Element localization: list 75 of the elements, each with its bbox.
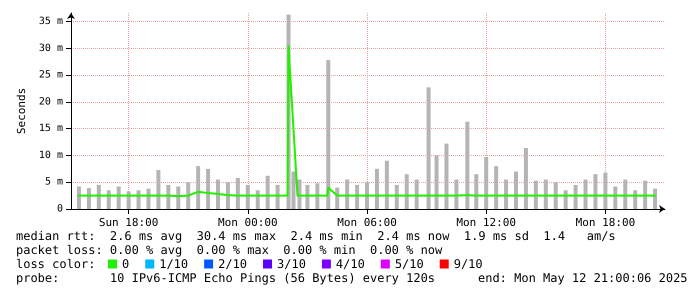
x-tick-label: Mon 06:00 [337,216,397,229]
bar [226,182,230,209]
legend-label: 9/10 [454,257,483,271]
bar [603,172,608,209]
bar [96,184,101,209]
legend-label: 0 [122,257,130,271]
bar [236,178,240,209]
bar [365,182,370,209]
bar [544,180,548,209]
line-series [78,45,656,198]
bar [534,180,538,209]
bar [206,168,210,209]
bar [426,87,431,209]
bar [454,180,458,209]
y-tick-label: 35 m [38,16,63,28]
y-tick-label: 5 m [44,176,63,188]
bar [514,172,518,209]
bar [474,174,478,209]
y-tick-label: 10 m [38,150,63,161]
bar [374,168,379,209]
bar [216,180,220,209]
x-tick-label: Mon 18:00 [576,216,636,229]
x-tick-label: Sun 18:00 [98,216,158,229]
bar [345,180,350,209]
y-tick-label: 15 m [38,123,63,134]
legend-label: 4/10 [336,257,365,271]
legend-label: 3/10 [277,257,306,271]
bar [414,180,419,209]
legend-label: 5/10 [394,257,424,271]
bar [246,184,250,209]
bar [384,160,389,209]
bar [266,176,270,209]
bar [653,188,658,209]
bar [524,148,528,209]
bar [643,180,648,209]
bar [554,182,558,209]
bar [465,122,470,209]
bar [116,186,121,209]
y-tick-label: 20 m [38,96,63,108]
bar [613,186,618,209]
bar [623,180,628,209]
bar [326,60,330,209]
legend-label: 1/10 [159,257,188,271]
bar [176,186,180,209]
bar [444,144,448,209]
bar [76,186,81,209]
y-tick-label: 0 [56,204,63,214]
y-axis-title: Seconds [15,88,28,134]
y-tick-label: 25 m [38,70,63,81]
bar [355,184,360,209]
bar [484,157,488,209]
bar [494,166,498,209]
text: probe: 10 IPv6-ICMP Echo Pings (56 Bytes) every 120s [16,271,436,285]
legend-label: 2/10 [218,257,248,271]
bar [166,184,170,209]
bar [593,174,598,209]
bar [196,166,200,209]
bar [315,183,320,209]
bar [186,182,190,209]
legend-title: loss color: [16,257,96,271]
bar [276,184,280,209]
text: end: Mon May 12 21:00:06 2025 [478,271,688,285]
bar [394,184,399,209]
bar [404,174,409,209]
y-tick-label: 30 m [38,42,63,54]
bar [434,155,439,209]
x-tick-label: Mon 12:00 [456,216,516,229]
bar [305,184,310,209]
text: packet loss: 0.00 % avg 0.00 % max 0.00 % min 0.00 % now [16,243,444,257]
bar [574,184,578,209]
x-tick-label: Mon 00:00 [218,216,278,229]
bar [584,180,588,209]
bar [504,180,508,209]
text: median rtt: 2.6 ms avg 30.4 ms max 2.4 ms min 2.4 ms now 1.9 ms sd 1.4 am/s [16,229,616,243]
bar [156,170,160,209]
